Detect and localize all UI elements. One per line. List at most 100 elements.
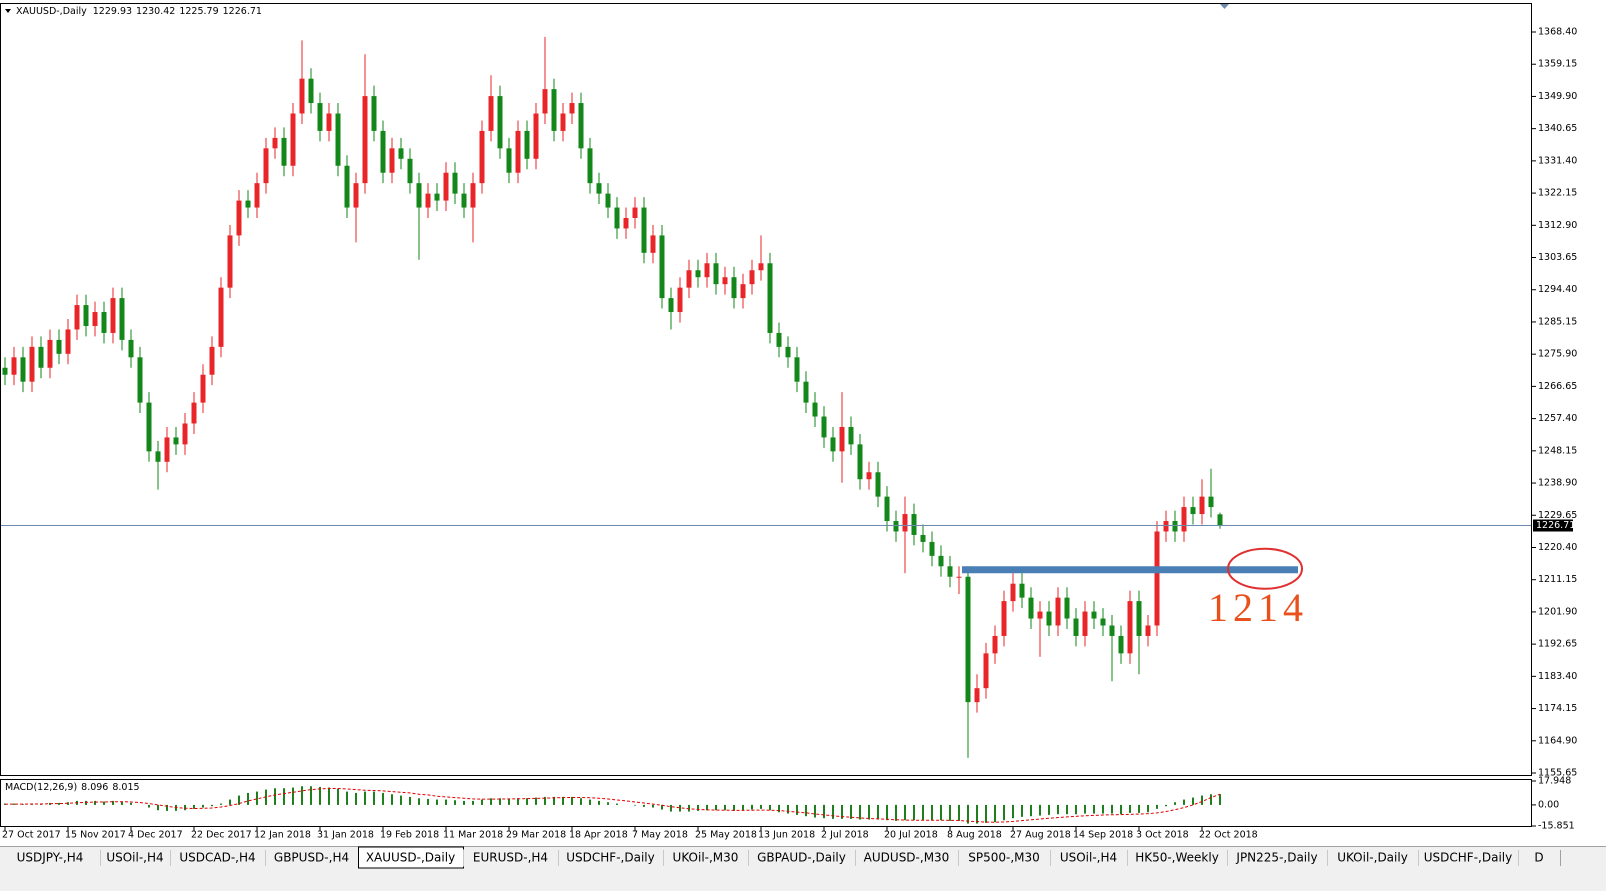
candle-body (1019, 583, 1025, 598)
symbol-tab[interactable]: USOil-,H4 (100, 849, 171, 867)
x-tick-label: 25 May 2018 (695, 830, 757, 841)
y-tick-label: 1174.15 (1538, 703, 1577, 714)
symbol-tab[interactable]: GBPUSD-,H4 (265, 849, 359, 867)
candle-body (146, 402, 152, 452)
y-tick-label: 1155.65 (1538, 768, 1577, 779)
signal-line (4, 788, 1221, 823)
candle-body (506, 148, 512, 173)
candle-body (623, 217, 629, 229)
candle-body (785, 346, 791, 358)
candle-body (614, 207, 620, 229)
current-price-tag (1533, 519, 1573, 532)
y-tick-label: 1340.65 (1538, 123, 1577, 134)
x-tick-label: 14 Sep 2018 (1073, 830, 1133, 841)
symbol-tab[interactable]: UKOil-,M30 (663, 849, 749, 867)
symbol-tab[interactable]: HK50-,Weekly (1127, 849, 1228, 867)
y-tick-label: 1368.40 (1538, 27, 1577, 38)
y-tick-label: 1238.90 (1538, 478, 1577, 489)
x-tick-label: 2 Jul 2018 (821, 830, 869, 841)
tab-box (1327, 849, 1419, 867)
candle-body (569, 103, 575, 114)
tab-box (855, 849, 959, 867)
x-tick-label: 27 Aug 2018 (1010, 830, 1071, 841)
candle-body (551, 89, 557, 131)
candle-body (11, 357, 17, 375)
candle-body (110, 298, 116, 333)
candle-body (704, 263, 710, 278)
symbol-tab[interactable]: XAUUSD-,Daily (358, 846, 464, 869)
candle-body (1136, 601, 1142, 636)
candle-body (1172, 521, 1178, 532)
symbol-tab[interactable]: USDJPY-,H4 (0, 849, 101, 867)
candle-body (875, 472, 881, 497)
candle-body (119, 298, 125, 340)
candle-body (290, 113, 296, 166)
x-tick-label: 27 Oct 2017 (2, 830, 61, 841)
symbol-tab[interactable]: EURUSD-,H4 (463, 849, 559, 867)
tab-label: SP500-,M30 (968, 851, 1040, 865)
candle-body (641, 207, 647, 253)
candle-body (236, 200, 242, 236)
symbol-tab[interactable]: USDCHF-,Daily (558, 849, 664, 867)
symbol-title: XAUUSD-,Daily (16, 6, 87, 17)
tab-label: XAUUSD-,Daily (366, 851, 455, 865)
candle-body (137, 357, 143, 403)
symbol-tab[interactable]: USDCAD-,H4 (170, 849, 266, 867)
candle-body (263, 148, 269, 184)
symbol-tab[interactable]: USDCHF-,Daily (1418, 849, 1519, 867)
candle-body (1118, 635, 1124, 654)
tab-label: GBPAUD-,Daily (757, 851, 846, 865)
candles (2, 36, 1223, 758)
symbol-tab[interactable]: USOil-,H4 (1050, 849, 1128, 867)
tab-label: USDCAD-,H4 (179, 851, 255, 865)
candle-body (776, 332, 782, 347)
symbol-tab[interactable]: SP500-,M30 (958, 849, 1051, 867)
candle-body (839, 426, 845, 452)
candle-body (371, 96, 377, 131)
candle-body (974, 688, 980, 703)
x-tick-label: 7 May 2018 (632, 830, 688, 841)
candle-body (74, 305, 80, 330)
symbol-tab[interactable]: JPN225-,Daily (1227, 849, 1328, 867)
candle-body (1064, 597, 1070, 619)
tab-box (558, 849, 664, 867)
candle-body (542, 89, 548, 114)
candle-body (1127, 601, 1133, 654)
candle-body (416, 183, 422, 208)
close-value: 1226.71 (223, 6, 262, 17)
candle-body (1046, 611, 1052, 626)
y-tick-label: 1312.90 (1538, 220, 1577, 231)
y-tick-label: 1294.40 (1538, 284, 1577, 295)
symbol-tab[interactable]: GBPAUD-,Daily (748, 849, 856, 867)
y-tick-label: 1303.65 (1538, 252, 1577, 263)
y-tick-label: 1201.90 (1538, 606, 1577, 617)
y-tick-label: 1220.40 (1538, 542, 1577, 553)
x-tick-label: 22 Oct 2018 (1199, 830, 1258, 841)
y-tick-label: 1248.15 (1538, 445, 1577, 456)
y-tick-label: 1164.90 (1538, 735, 1577, 746)
candle-body (443, 172, 449, 201)
candle-body (344, 165, 350, 208)
symbol-tab[interactable]: UKOil-,Daily (1327, 849, 1419, 867)
menu-arrow[interactable] (5, 9, 11, 13)
candle-body (128, 339, 134, 358)
tab-label: GBPUSD-,H4 (274, 851, 349, 865)
tab-label: USOil-,H4 (1060, 851, 1117, 865)
candle-body (434, 193, 440, 201)
symbol-tab[interactable]: D (1518, 849, 1561, 867)
candle-body (578, 103, 584, 149)
x-tick-label: 20 Jul 2018 (884, 830, 938, 841)
candle-body (38, 346, 44, 368)
candle-body (1199, 496, 1205, 515)
macd-y-tick-label: 0.00 (1538, 799, 1559, 810)
symbol-tab[interactable]: AUDUSD-,M30 (855, 849, 959, 867)
x-tick-label: 8 Aug 2018 (947, 830, 1002, 841)
candle-body (254, 183, 260, 208)
candle-body (380, 130, 386, 173)
macd-frame (0, 779, 1532, 827)
tab-label: HK50-,Weekly (1135, 851, 1219, 865)
y-tick-label: 1183.40 (1538, 671, 1577, 682)
